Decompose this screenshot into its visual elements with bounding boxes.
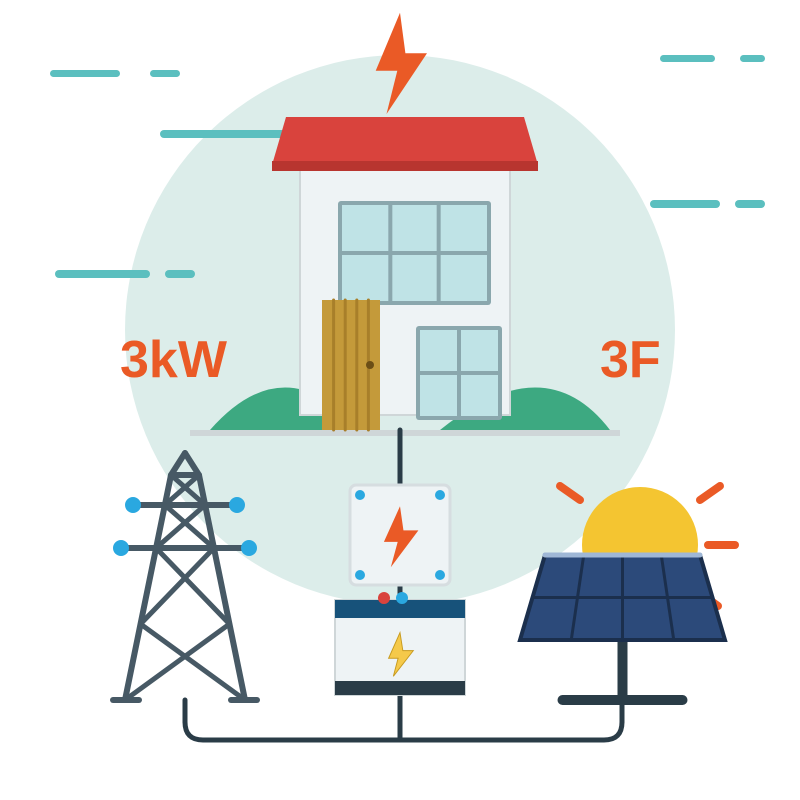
phase-label: 3F xyxy=(600,330,661,390)
infographic-stage: 3kW 3F xyxy=(0,0,800,800)
dash-6 xyxy=(55,270,150,278)
meter-box-icon xyxy=(350,485,450,585)
battery-icon xyxy=(335,592,465,695)
dash-7 xyxy=(165,270,195,278)
dash-8 xyxy=(650,200,720,208)
house-icon xyxy=(272,117,538,430)
dash-1 xyxy=(150,70,180,77)
scene-svg xyxy=(0,0,800,800)
ground-line xyxy=(190,430,620,436)
dash-4 xyxy=(160,130,300,138)
dash-2 xyxy=(660,55,715,62)
dash-0 xyxy=(50,70,120,77)
power-rating-label: 3kW xyxy=(120,330,227,390)
solar-panel-icon xyxy=(520,555,725,700)
dash-9 xyxy=(735,200,765,208)
dash-3 xyxy=(740,55,765,62)
